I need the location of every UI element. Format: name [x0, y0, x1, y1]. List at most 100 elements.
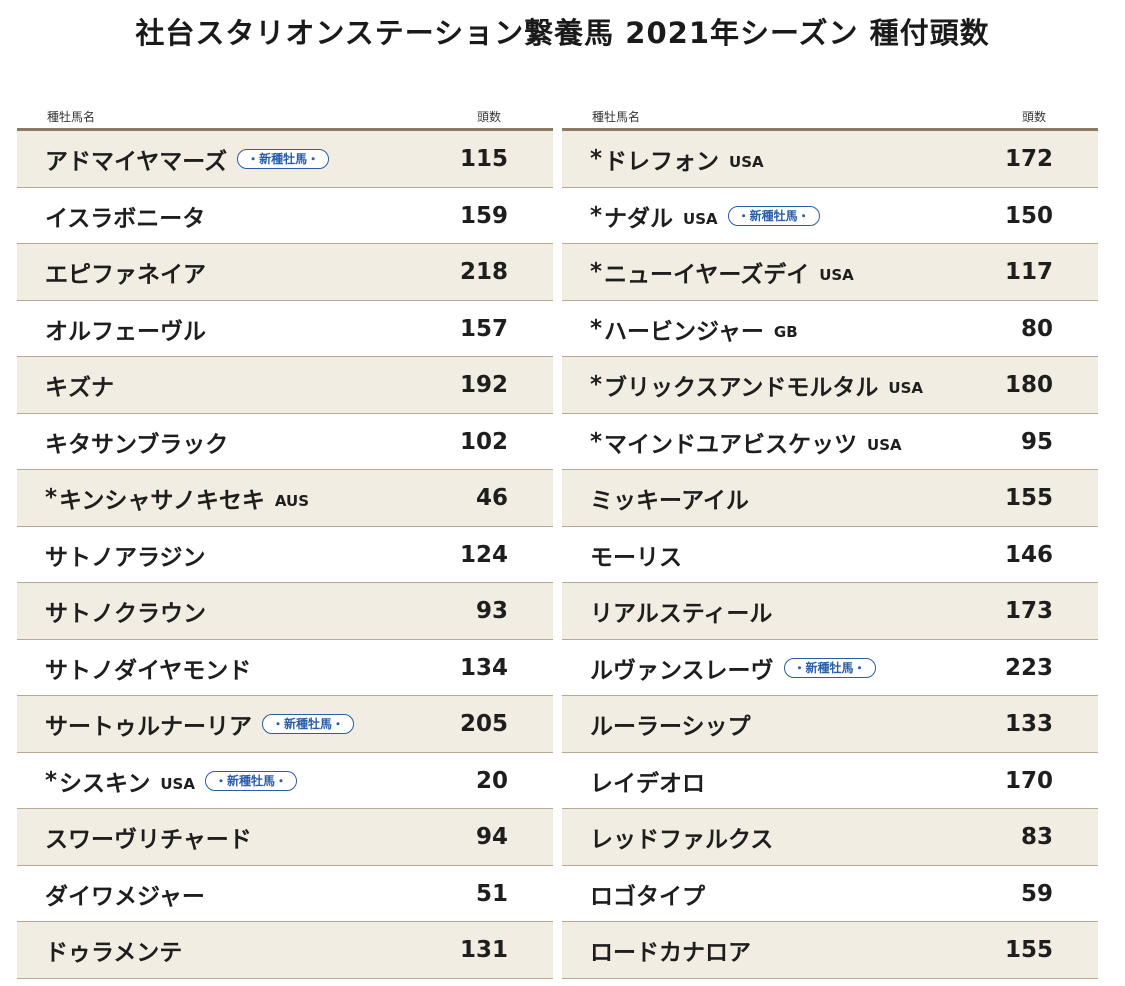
stallion-name: リアルスティール [590, 601, 773, 627]
stallion-name: キンシャサノキセキ [59, 488, 265, 514]
cover-count: 93 [475, 598, 508, 624]
country-code: USA [729, 153, 764, 171]
stallion-name-cell: * ニューイヤーズデイ USA [590, 244, 854, 300]
cover-count: 117 [1004, 259, 1053, 285]
stallion-name-cell: サートゥルナーリア ・新種牡馬・ [45, 696, 355, 752]
table-row: レッドファルクス 83 [562, 809, 1098, 866]
table-row: リアルスティール 173 [562, 583, 1098, 640]
stallion-name-cell: * ハービンジャー GB [590, 301, 798, 357]
stallion-name-cell: エピファネイア [45, 244, 206, 300]
imported-mark: * [590, 315, 603, 342]
table-row: スワーヴリチャード 94 [17, 809, 553, 866]
cover-count: 124 [459, 541, 508, 568]
stallion-name-cell: アドマイヤマーズ ・新種牡馬・ [45, 131, 330, 187]
stallion-name-cell: * ブリックスアンドモルタル USA [590, 357, 923, 413]
cover-count: 20 [475, 767, 508, 794]
table-row: * ブリックスアンドモルタル USA 180 [562, 357, 1098, 414]
stallion-name: ダイワメジャー [45, 883, 205, 910]
cover-count: 155 [1004, 485, 1053, 511]
stallion-name: イスラボニータ [45, 205, 206, 232]
table-row: * シスキン USA ・新種牡馬・ 20 [17, 753, 553, 809]
stallion-name: オルフェーヴル [45, 318, 206, 345]
imported-mark: * [45, 485, 58, 511]
imported-mark: * [590, 259, 603, 285]
new-sire-badge: ・新種牡馬・ [237, 149, 330, 169]
cover-count: 115 [459, 146, 508, 172]
stallion-name: サトノクラウン [45, 601, 206, 627]
cover-count: 83 [1020, 824, 1053, 850]
stallion-name-cell: ミッキーアイル [590, 470, 749, 526]
table-row: ミッキーアイル 155 [562, 470, 1098, 527]
stallion-name-cell: ダイワメジャー [45, 866, 205, 922]
cover-count: 159 [459, 202, 508, 229]
stallion-name: ニューイヤーズデイ [604, 262, 810, 288]
imported-mark: * [590, 202, 603, 229]
stallion-name-cell: オルフェーヴル [45, 301, 206, 357]
cover-count: 46 [475, 485, 508, 511]
stallion-name: キズナ [45, 375, 114, 401]
header-count: 頭数 [476, 110, 501, 124]
country-code: GB [773, 322, 798, 341]
cover-count: 134 [459, 654, 508, 681]
stallion-name: モーリス [590, 544, 682, 571]
table-row: モーリス 146 [562, 527, 1098, 583]
table-row: ルーラーシップ 133 [562, 696, 1098, 753]
cover-count: 192 [459, 372, 508, 398]
stallion-name: エピファネイア [45, 262, 206, 288]
table-row: ドゥラメンテ 131 [17, 922, 553, 979]
stallion-name-cell: ルヴァンスレーヴ ・新種牡馬・ [590, 640, 876, 696]
table-row: アドマイヤマーズ ・新種牡馬・ 115 [17, 131, 553, 188]
cover-count: 223 [1004, 654, 1053, 681]
stallion-name-cell: キタサンブラック [45, 414, 228, 470]
stallion-name: レイデオロ [590, 770, 705, 797]
cover-count: 218 [459, 259, 508, 285]
stallion-name-cell: * マインドユアビスケッツ USA [590, 414, 902, 470]
table-row: * ハービンジャー GB 80 [562, 301, 1098, 357]
stallion-name-cell: スワーヴリチャード [45, 809, 252, 865]
cover-count: 80 [1020, 315, 1053, 342]
table-row: * キンシャサノキセキ AUS 46 [17, 470, 553, 527]
new-sire-badge: ・新種牡馬・ [727, 205, 820, 226]
table-row: サトノアラジン 124 [17, 527, 553, 583]
stallion-name: ミッキーアイル [590, 488, 749, 514]
table-row: イスラボニータ 159 [17, 188, 553, 244]
table-body: アドマイヤマーズ ・新種牡馬・ 115 イスラボニータ 159 エピファネイア 218 オルフ… [17, 131, 553, 979]
cover-count: 205 [459, 711, 508, 737]
country-code: USA [867, 435, 902, 454]
stallion-name: スワーヴリチャード [45, 827, 252, 853]
stallion-name-cell: ルーラーシップ [590, 696, 751, 752]
stallion-name: ブリックスアンドモルタル [604, 375, 879, 401]
page-title: 社台スタリオンステーション繋養馬 2021年シーズン 種付頭数 [135, 16, 990, 50]
stallion-table-right: 種牡馬名 頭数 * ドレフォン USA 172 * ナダル USA ・新種牡馬・ 150 * ニュー… [562, 104, 1098, 979]
table-header: 種牡馬名 頭数 [562, 104, 1098, 131]
stallion-name: レッドファルクス [590, 827, 774, 853]
new-sire-badge: ・新種牡馬・ [204, 770, 297, 791]
table-row: ロゴタイプ 59 [562, 866, 1098, 922]
new-sire-badge: ・新種牡馬・ [262, 714, 355, 734]
table-row: サトノダイヤモンド 134 [17, 640, 553, 696]
stallion-name: サートゥルナーリア [45, 714, 252, 740]
stallion-name-cell: * ナダル USA ・新種牡馬・ [590, 188, 820, 244]
table-row: ルヴァンスレーヴ ・新種牡馬・ 223 [562, 640, 1098, 696]
stallion-name-cell: ロードカナロア [590, 922, 751, 978]
cover-count: 102 [459, 428, 508, 455]
stallion-name-cell: サトノクラウン [45, 583, 206, 639]
table-row: キズナ 192 [17, 357, 553, 414]
imported-mark: * [590, 372, 603, 398]
table-row: エピファネイア 218 [17, 244, 553, 301]
cover-count: 150 [1004, 202, 1053, 229]
stallion-name: アドマイヤマーズ [45, 149, 228, 175]
stallion-name-cell: ドゥラメンテ [45, 922, 182, 978]
stallion-name: ルヴァンスレーヴ [590, 657, 774, 684]
table-row: キタサンブラック 102 [17, 414, 553, 470]
table-row: レイデオロ 170 [562, 753, 1098, 809]
imported-mark: * [590, 428, 603, 455]
stallion-name-cell: キズナ [45, 357, 114, 413]
cover-count: 170 [1004, 767, 1053, 794]
country-code: AUS [274, 492, 310, 510]
header-count: 頭数 [1021, 110, 1046, 124]
stallion-name: サトノダイヤモンド [45, 657, 252, 684]
table-row: サトノクラウン 93 [17, 583, 553, 640]
stallion-name: ルーラーシップ [590, 714, 751, 740]
stallion-name: ドレフォン [604, 149, 720, 175]
